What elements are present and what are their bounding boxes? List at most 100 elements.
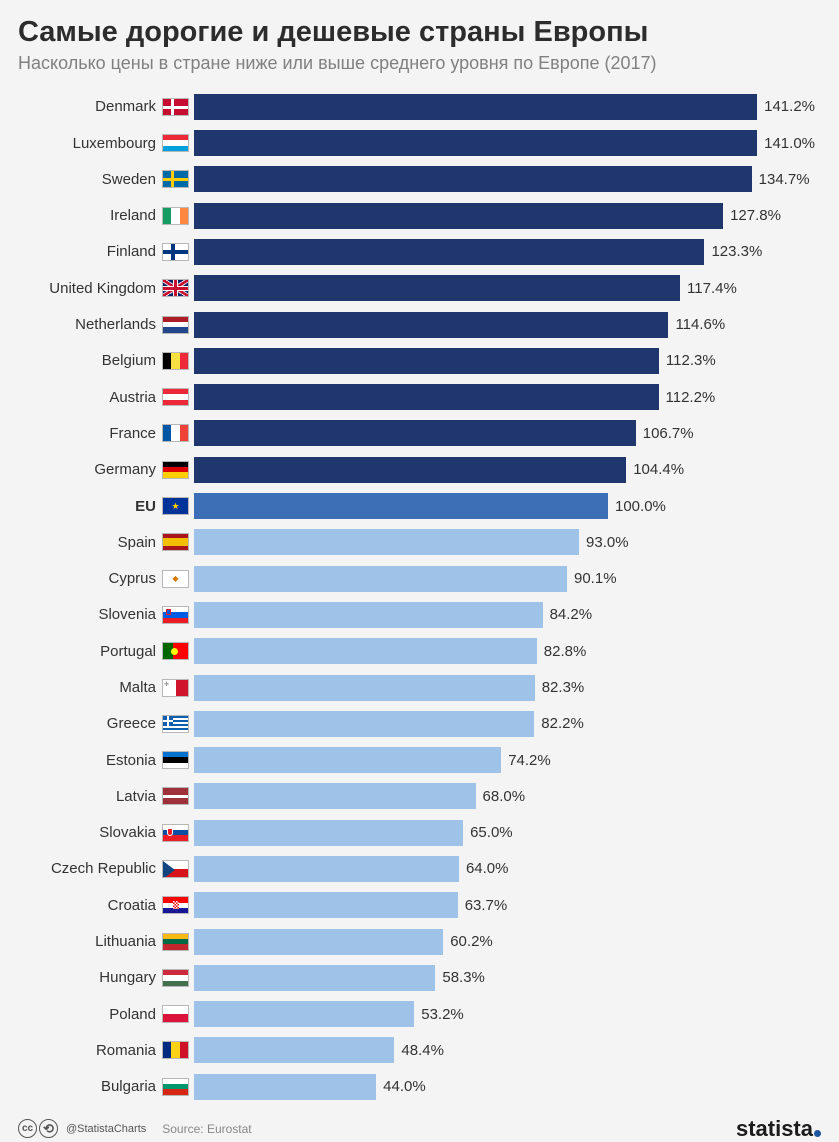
chart-row: Austria112.2% [18, 380, 815, 414]
value-label: 93.0% [586, 534, 629, 551]
flag-icon [162, 1041, 189, 1059]
country-label: Sweden [18, 171, 162, 188]
flag-icon [162, 461, 189, 479]
chart-row: Belgium112.3% [18, 344, 815, 378]
value-label: 90.1% [574, 570, 617, 587]
country-label: Luxembourg [18, 135, 162, 152]
bar [194, 130, 757, 156]
bar-area: 100.0% [194, 489, 815, 523]
chart-row: Poland 53.2% [18, 997, 815, 1031]
value-label: 48.4% [401, 1042, 444, 1059]
country-label: Czech Republic [18, 860, 162, 877]
chart-row: Germany 104.4% [18, 453, 815, 487]
chart-row: Spain93.0% [18, 526, 815, 560]
chart-row: Luxembourg 141.0% [18, 126, 815, 160]
value-label: 82.3% [542, 679, 585, 696]
bar [194, 94, 757, 120]
flag-icon [162, 642, 189, 660]
country-label: EU [18, 498, 162, 515]
flag-icon [162, 787, 189, 805]
bar-area: 58.3% [194, 961, 815, 995]
bar-area: 53.2% [194, 997, 815, 1031]
country-label: Bulgaria [18, 1078, 162, 1095]
flag-icon: ✚ [162, 679, 189, 697]
country-label: United Kingdom [18, 280, 162, 297]
bar [194, 348, 659, 374]
flag-icon [162, 424, 189, 442]
flag-icon [162, 279, 189, 297]
bar [194, 1037, 394, 1063]
value-label: 104.4% [633, 461, 684, 478]
country-label: Slovenia [18, 606, 162, 623]
flag-icon [162, 606, 189, 624]
flag-icon [162, 824, 189, 842]
chart-row: Croatia63.7% [18, 889, 815, 923]
value-label: 44.0% [383, 1078, 426, 1095]
flag-icon [162, 751, 189, 769]
bar [194, 820, 463, 846]
bar-area: 82.8% [194, 634, 815, 668]
bar-area: 44.0% [194, 1070, 815, 1104]
bar [194, 275, 680, 301]
bar [194, 457, 626, 483]
country-label: France [18, 425, 162, 442]
country-label: Ireland [18, 207, 162, 224]
flag-icon [162, 715, 189, 733]
bar [194, 203, 723, 229]
country-label: Austria [18, 389, 162, 406]
chart-footer: cc ⟲ @StatistaCharts Source: Eurostat st… [18, 1110, 821, 1142]
chart-row: EU★ 100.0% [18, 489, 815, 523]
chart-row: France 106.7% [18, 417, 815, 451]
logo-text: statista [736, 1116, 813, 1142]
bar-area: 65.0% [194, 816, 815, 850]
bar-area: 104.4% [194, 453, 815, 487]
bar [194, 675, 535, 701]
bar [194, 747, 501, 773]
country-label: Hungary [18, 969, 162, 986]
country-label: Malta [18, 679, 162, 696]
country-label: Germany [18, 461, 162, 478]
bar-area: 117.4% [194, 271, 815, 305]
chart-row: Latvia68.0% [18, 780, 815, 814]
bar-area: 123.3% [194, 235, 815, 269]
flag-icon: ★ [162, 497, 189, 515]
footer-left: cc ⟲ @StatistaCharts Source: Eurostat [18, 1119, 252, 1138]
chart-row: Denmark141.2% [18, 90, 815, 124]
value-label: 82.2% [541, 715, 584, 732]
bar-area: 134.7% [194, 163, 815, 197]
value-label: 60.2% [450, 933, 493, 950]
chart-row: Portugal 82.8% [18, 634, 815, 668]
bar-area: 74.2% [194, 743, 815, 777]
bar [194, 638, 537, 664]
value-label: 53.2% [421, 1006, 464, 1023]
flag-icon [162, 134, 189, 152]
chart-row: Ireland 127.8% [18, 199, 815, 233]
value-label: 141.0% [764, 135, 815, 152]
bar-area: 127.8% [194, 199, 815, 233]
bar-chart: Denmark141.2% Luxembourg 141.0% Sweden 134.7… [18, 90, 821, 1104]
chart-title: Самые дорогие и дешевые страны Европы [18, 16, 821, 49]
flag-icon [162, 207, 189, 225]
value-label: 63.7% [465, 897, 508, 914]
bar [194, 965, 435, 991]
bar [194, 602, 543, 628]
value-label: 100.0% [615, 498, 666, 515]
bar-area: 114.6% [194, 308, 815, 342]
value-label: 82.8% [544, 643, 587, 660]
attribution-handle: @StatistaCharts [66, 1123, 146, 1135]
bar-area: 141.0% [194, 126, 815, 160]
bar [194, 166, 752, 192]
flag-icon [162, 316, 189, 334]
country-label: Poland [18, 1006, 162, 1023]
cc-icon: cc [18, 1119, 37, 1138]
bar-area: 48.4% [194, 1034, 815, 1068]
flag-icon: ◆ [162, 570, 189, 588]
bar [194, 929, 443, 955]
chart-row: Malta✚ 82.3% [18, 671, 815, 705]
chart-row: Netherlands114.6% [18, 308, 815, 342]
country-label: Finland [18, 243, 162, 260]
chart-row: Estonia74.2% [18, 743, 815, 777]
bar-area: 106.7% [194, 417, 815, 451]
source-name: Eurostat [207, 1122, 252, 1136]
country-label: Portugal [18, 643, 162, 660]
